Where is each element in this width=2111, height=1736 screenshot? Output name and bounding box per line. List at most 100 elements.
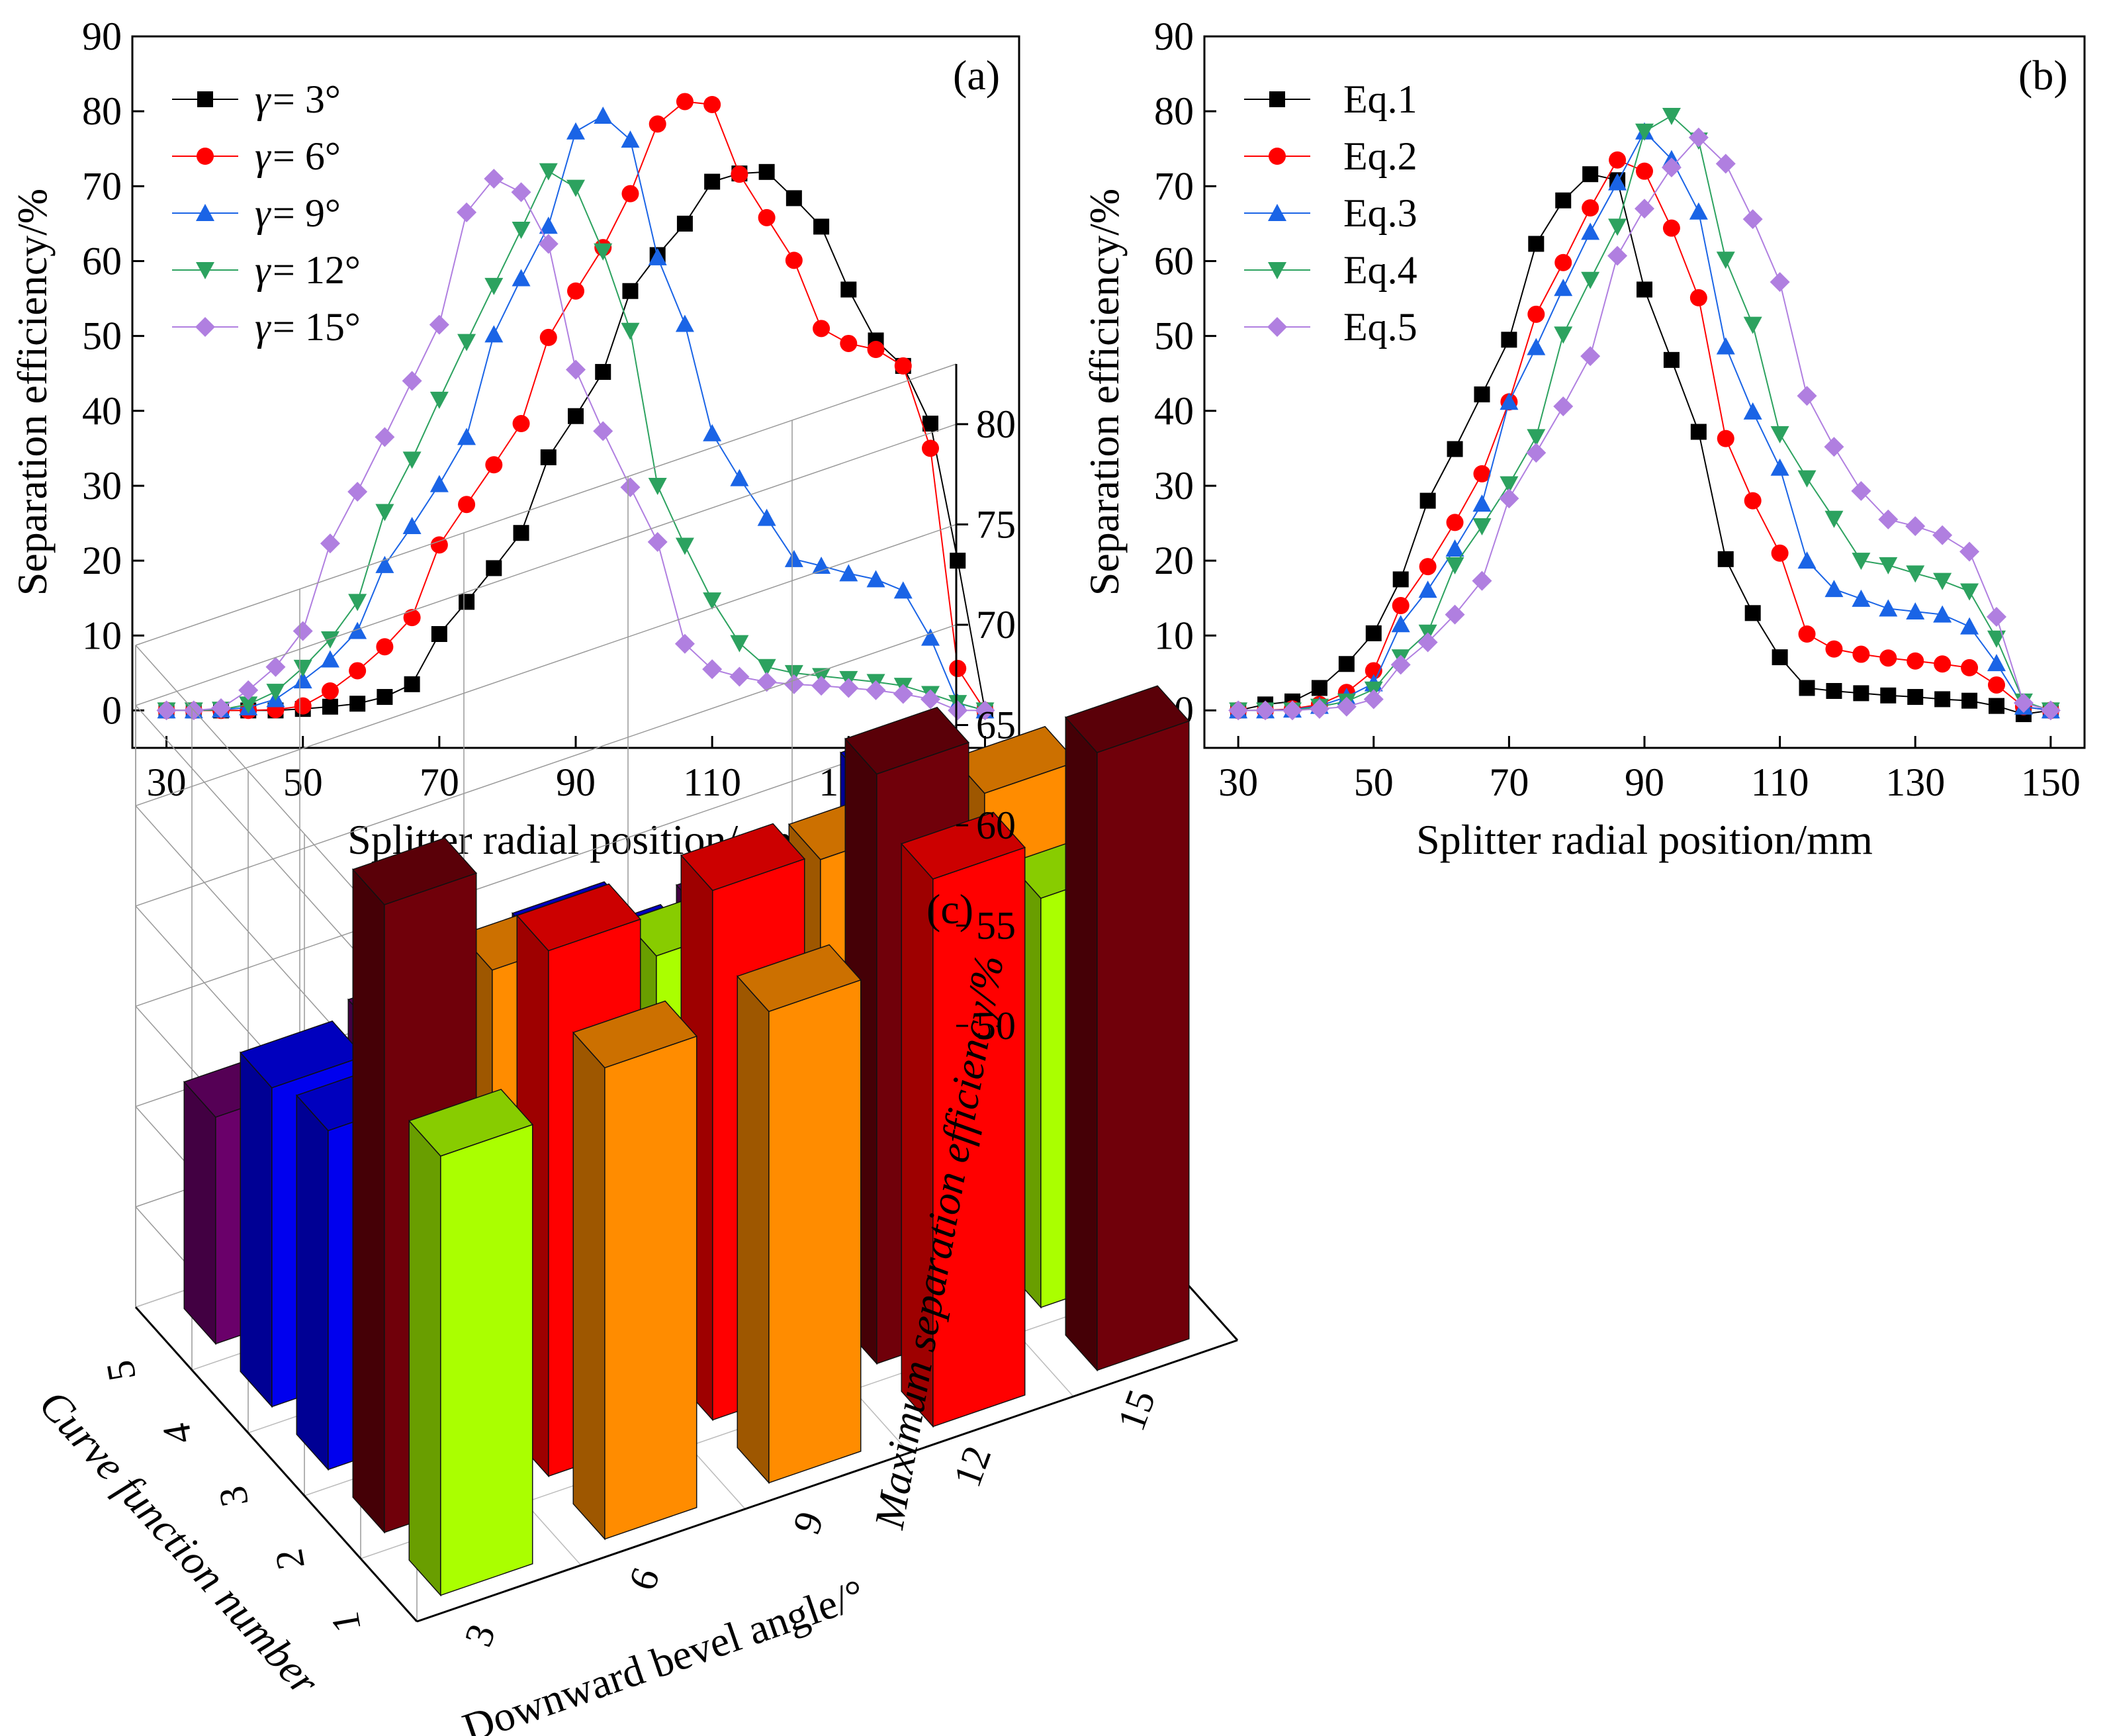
y-tick-label: 2 [267, 1545, 313, 1573]
x-tick-label: 90 [1625, 760, 1664, 804]
legend-marker [1267, 317, 1287, 337]
data-point-series-4 [293, 659, 312, 677]
data-point-series-2 [567, 282, 584, 300]
data-point-series-4 [594, 243, 613, 261]
data-point-series-5 [2040, 700, 2061, 721]
data-point-series-5 [1336, 696, 1357, 717]
legend-marker [195, 317, 215, 337]
data-point-series-5 [1797, 386, 1817, 406]
data-point-series-3 [1824, 580, 1844, 598]
series-line-2 [1238, 159, 2051, 711]
data-point-series-5 [756, 672, 777, 692]
x-tick-label: 12 [945, 1440, 1000, 1492]
z-tick-label: 65 [976, 703, 1016, 747]
y-tick-label: 40 [1154, 389, 1194, 433]
data-point-series-4 [1879, 557, 1898, 574]
data-point-series-1 [1311, 680, 1327, 696]
grid-line [135, 424, 957, 706]
data-point-series-2 [1446, 514, 1464, 531]
data-point-series-5 [620, 477, 641, 498]
data-point-series-5 [538, 234, 559, 254]
bar-side-face [408, 1119, 441, 1597]
data-point-series-2 [1527, 305, 1545, 323]
data-point-series-5 [1607, 246, 1628, 266]
legend-symbol: γ [255, 134, 271, 178]
y-tick-label: 1 [323, 1608, 369, 1635]
data-point-series-1 [1907, 689, 1924, 706]
data-point-series-5 [156, 700, 177, 721]
data-point-series-2 [1689, 289, 1707, 306]
data-point-series-3 [402, 517, 422, 535]
data-point-series-2 [321, 682, 339, 700]
bar [736, 944, 862, 1485]
data-point-series-1 [486, 560, 502, 576]
panel-a-series [156, 93, 995, 721]
data-point-series-3 [730, 469, 749, 486]
data-point-series-3 [512, 269, 531, 287]
data-point-series-4 [1716, 251, 1735, 269]
bar-side-face [572, 1031, 606, 1541]
data-point-series-3 [784, 549, 803, 567]
legend-marker [196, 204, 214, 221]
data-point-series-2 [1798, 625, 1816, 643]
data-point-series-3 [1472, 494, 1492, 512]
panel-b-y-axis-label: Separation efficiency/% [1081, 189, 1128, 596]
data-point-series-2 [376, 638, 394, 656]
data-point-series-2 [1392, 597, 1410, 614]
data-point-series-4 [1608, 218, 1627, 236]
data-point-series-3 [293, 671, 312, 689]
data-point-series-2 [1419, 558, 1437, 576]
data-point-series-2 [430, 536, 448, 554]
data-point-series-1 [1826, 683, 1842, 699]
data-point-series-3 [594, 106, 613, 124]
data-point-series-1 [1663, 351, 1680, 368]
bar-side-face [352, 868, 385, 1534]
data-point-series-1 [1365, 625, 1382, 641]
data-point-series-2 [1852, 645, 1870, 663]
bar-side-face [183, 1080, 216, 1346]
data-point-series-3 [866, 570, 885, 588]
data-point-series-3 [1608, 173, 1627, 191]
bar-front-face [1097, 720, 1190, 1371]
data-point-series-2 [894, 357, 912, 375]
panel-c-label: (c) [926, 886, 973, 933]
data-point-series-5 [1824, 437, 1844, 457]
x-tick-label: 6 [620, 1562, 668, 1596]
data-point-series-3 [539, 216, 558, 234]
z-tick-label: 75 [976, 502, 1016, 546]
bar-top-face [572, 1000, 698, 1069]
data-point-series-4 [1445, 557, 1464, 574]
data-point-series-1 [1717, 551, 1734, 567]
data-point-series-5 [211, 698, 231, 719]
legend-marker [196, 262, 214, 279]
data-point-series-5 [1417, 632, 1438, 653]
data-point-series-5 [1742, 209, 1763, 230]
grid-line [135, 624, 957, 907]
data-point-series-1 [349, 696, 366, 712]
bar [900, 811, 1026, 1428]
data-point-series-1 [404, 676, 420, 692]
bar-front-face [768, 979, 862, 1484]
data-point-series-3 [1554, 279, 1573, 297]
data-point-series-5 [784, 674, 804, 694]
data-point-series-1 [1392, 571, 1409, 588]
data-point-series-3 [1689, 202, 1708, 220]
data-point-series-1 [676, 215, 693, 232]
legend-marker [1268, 204, 1286, 221]
data-point-series-5 [457, 202, 477, 222]
data-point-series-1 [1419, 492, 1436, 509]
data-point-series-3 [1500, 392, 1519, 410]
data-point-series-5 [1580, 346, 1601, 367]
data-point-series-3 [484, 325, 504, 343]
panel-b-x-axis-label: Splitter radial position/mm [1416, 816, 1873, 863]
data-point-series-4 [512, 221, 531, 239]
data-point-series-3 [1445, 539, 1464, 557]
data-point-series-1 [513, 525, 529, 541]
data-point-series-5 [265, 657, 286, 677]
data-point-series-4 [320, 631, 339, 649]
data-point-series-1 [377, 689, 393, 706]
data-point-series-5 [1959, 541, 1980, 562]
x-tick-label: 9 [784, 1506, 832, 1539]
